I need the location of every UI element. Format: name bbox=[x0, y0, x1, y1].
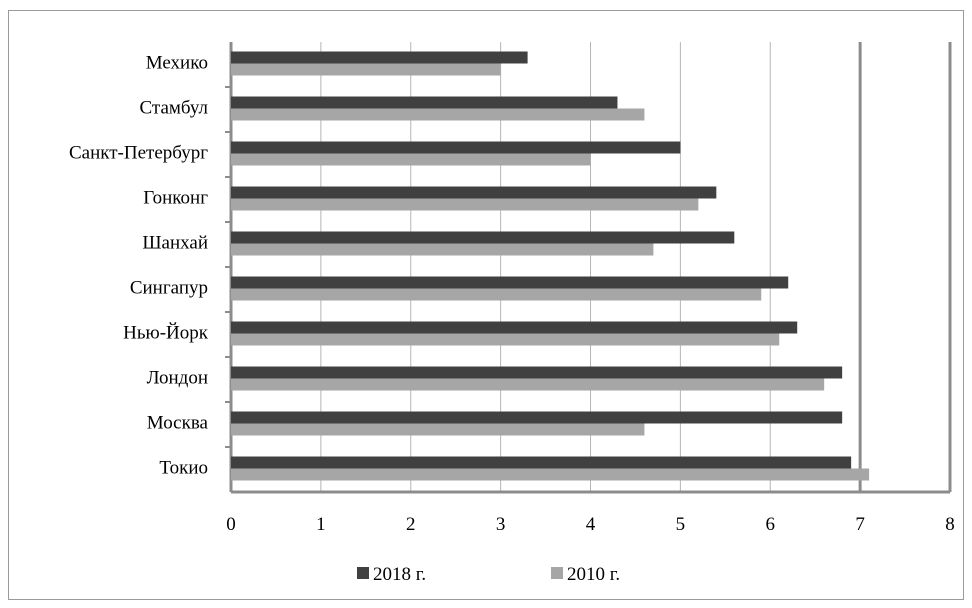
x-tick-label: 7 bbox=[855, 514, 865, 535]
bar-2018 bbox=[231, 321, 798, 334]
bar-2010 bbox=[231, 198, 699, 211]
x-tick-label: 8 bbox=[945, 514, 955, 535]
x-tick-label: 1 bbox=[316, 514, 326, 535]
category-label: Стамбул bbox=[139, 98, 208, 119]
bar-2018 bbox=[231, 51, 528, 64]
category-label: Лондон bbox=[147, 368, 208, 389]
category-label: Гонконг bbox=[143, 188, 208, 209]
bar-2018 bbox=[231, 141, 681, 154]
bar-2010 bbox=[231, 288, 762, 301]
bar-2018 bbox=[231, 366, 843, 379]
bar-2018 bbox=[231, 456, 852, 469]
category-label: Мехико bbox=[146, 53, 208, 74]
x-tick-label: 0 bbox=[226, 514, 236, 535]
bar-2018 bbox=[231, 186, 717, 199]
x-tick-label: 5 bbox=[676, 514, 686, 535]
category-labels: Мехико Стамбул Санкт-Петербург Гонконг Шанха… bbox=[69, 53, 209, 479]
category-label: Сингапур bbox=[130, 278, 208, 299]
x-tick-label: 4 bbox=[586, 514, 596, 535]
category-label: Шанхай bbox=[142, 233, 208, 254]
bar-2010 bbox=[231, 333, 780, 346]
legend-label-2018: 2018 г. bbox=[373, 564, 426, 585]
bar-2018 bbox=[231, 96, 618, 109]
category-label: Нью-Йорк bbox=[123, 323, 209, 344]
category-label: Токио bbox=[159, 458, 208, 479]
bar-2010 bbox=[231, 63, 501, 76]
legend-swatch-2018 bbox=[357, 567, 369, 579]
legend-label-2010: 2010 г. bbox=[567, 564, 620, 585]
x-tick-label: 3 bbox=[496, 514, 506, 535]
bar-2010 bbox=[231, 378, 825, 391]
legend: 2018 г. 2010 г. bbox=[357, 564, 620, 585]
category-label: Санкт-Петербург bbox=[69, 143, 208, 164]
x-tick-label: 6 bbox=[766, 514, 776, 535]
x-tick-labels: 0 1 2 3 4 5 6 7 8 bbox=[226, 514, 955, 535]
x-tick-label: 2 bbox=[406, 514, 416, 535]
bar-2018 bbox=[231, 411, 843, 424]
bars bbox=[231, 51, 870, 481]
bar-2010 bbox=[231, 108, 645, 121]
bar-2010 bbox=[231, 423, 645, 436]
legend-swatch-2010 bbox=[551, 567, 563, 579]
bar-2010 bbox=[231, 468, 870, 481]
bar-2018 bbox=[231, 231, 735, 244]
bar-2018 bbox=[231, 276, 789, 289]
category-label: Москва bbox=[147, 413, 209, 434]
bar-2010 bbox=[231, 153, 591, 166]
bar-2010 bbox=[231, 243, 654, 256]
